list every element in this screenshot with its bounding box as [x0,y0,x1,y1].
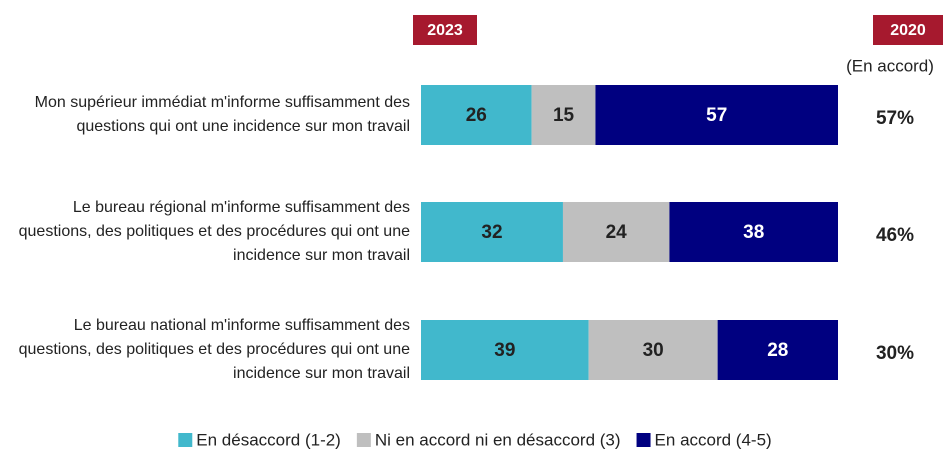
bar-segment [421,85,532,145]
legend-swatch [636,433,651,447]
bar-segment [717,320,838,380]
bar-value-label: 24 [606,222,628,243]
legend-label: En accord (4-5) [655,430,772,449]
bar-value-label: 32 [481,222,502,243]
bar-segment [588,320,718,380]
bar-value-label: 39 [494,340,515,361]
category-label: Le bureau régional m'informe suffisammen… [18,199,410,264]
column-subheader: (En accord) [846,56,934,75]
bar-segment [562,202,670,262]
legend-label: En désaccord (1-2) [196,430,341,449]
bar-value-label: 57 [706,105,727,126]
legend-label: Ni en accord ni en désaccord (3) [375,430,621,449]
bar-segment [669,202,838,262]
bar-segment [421,202,563,262]
header-box [413,15,477,45]
bar-segment [531,85,596,145]
comparison-value: 57% [876,108,914,129]
bar-value-label: 38 [743,222,764,243]
bar-segment [421,320,589,380]
column-header: 2020 [890,22,926,39]
comparison-value: 30% [876,343,914,364]
comparison-value: 46% [876,225,914,246]
bar-value-label: 28 [767,340,788,361]
column-header: 2023 [427,22,463,39]
bar-value-label: 15 [553,105,575,126]
legend-swatch [356,433,371,447]
category-label: Le bureau national m'informe suffisammen… [18,317,410,382]
bar-value-label: 30 [643,340,664,361]
legend-swatch [178,433,193,447]
bar-segment [595,85,838,145]
header-box [873,15,943,45]
bar-value-label: 26 [466,105,487,126]
category-label: Mon supérieur immédiat m'informe suffisa… [34,94,410,135]
